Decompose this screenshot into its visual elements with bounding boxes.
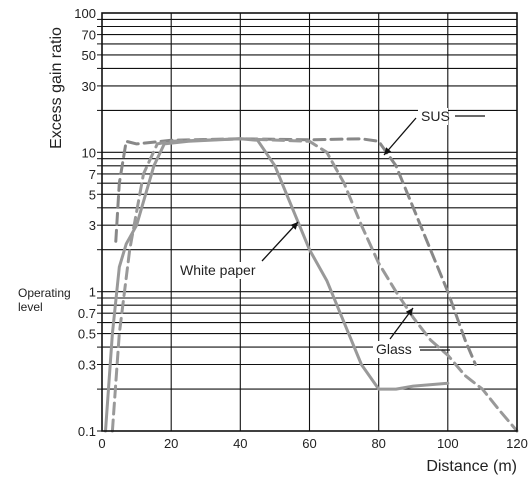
tick-labels: 0.1 0.3 0.5 0.7 1 3 5 7 10 30 50 70 100 0 20 40 60 80 100 1…: [74, 6, 528, 451]
leader-line-white-paper: [261, 221, 299, 262]
y-tick-label: 30: [82, 79, 96, 94]
y-tick-label: 7: [89, 167, 96, 182]
series-line-sus: [114, 137, 477, 366]
leader-line-sus: [383, 117, 417, 156]
series-label-white-paper: White paper: [180, 262, 256, 278]
x-tick-label: 100: [437, 436, 459, 451]
x-axis-title: Distance (m): [426, 458, 517, 475]
y-tick-label: 3: [89, 218, 96, 233]
operating-level-label: Operating level: [18, 286, 74, 314]
y-tick-label: 10: [82, 145, 96, 160]
series-lines: [104, 137, 519, 433]
y-tick-label: 50: [82, 48, 96, 63]
y-tick-label: 0.1: [78, 424, 96, 439]
x-tick-label: 0: [98, 436, 105, 451]
x-tick-label: 40: [233, 436, 247, 451]
x-tick-label: 80: [371, 436, 385, 451]
y-tick-label: 1: [89, 285, 96, 300]
y-tick-label: 0.7: [78, 306, 96, 321]
label-bg-sus: [418, 108, 448, 125]
label-bg-white-paper: [177, 262, 271, 279]
grid: [102, 13, 517, 432]
arrowhead-white-paper: [290, 222, 298, 230]
series-line-glass: [110, 137, 519, 433]
plot-frame: [97, 12, 518, 432]
y-tick-label: 5: [89, 187, 96, 202]
annotations: SUS White paper Glass: [177, 108, 485, 358]
series-label-sus: SUS: [421, 108, 450, 124]
y-tick-label: 0.5: [78, 327, 96, 342]
series-label-glass: Glass: [376, 341, 412, 357]
operating-level-line-1: Operating: [18, 286, 71, 300]
y-axis-title: Excess gain ratio: [48, 27, 65, 149]
arrowhead-sus: [384, 147, 392, 155]
series-line-white-paper: [104, 137, 450, 433]
x-tick-label: 120: [506, 436, 528, 451]
operating-level-line-2: level: [18, 300, 43, 314]
x-tick-label: 20: [164, 436, 178, 451]
y-tick-label: 70: [82, 28, 96, 43]
x-tick-label: 60: [302, 436, 316, 451]
y-tick-label: 0.3: [78, 358, 96, 373]
label-bg-glass: [373, 341, 419, 358]
plot-border: [101, 12, 518, 432]
arrowhead-glass: [405, 308, 413, 316]
y-tick-label: 100: [74, 6, 96, 21]
